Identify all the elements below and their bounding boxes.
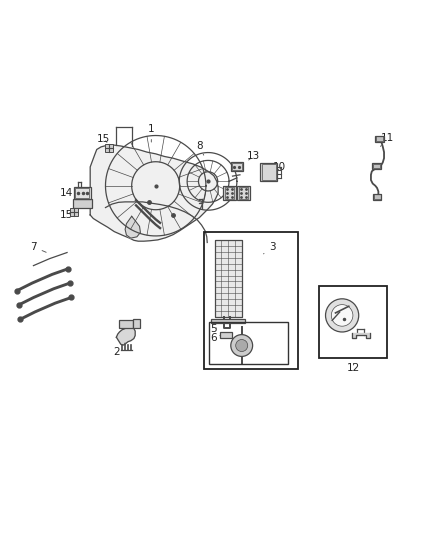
Bar (374, 195, 381, 199)
Bar (211, 319, 245, 323)
Text: 14: 14 (60, 188, 77, 198)
Text: 10: 10 (273, 162, 286, 172)
Text: 15: 15 (60, 210, 73, 220)
Bar (133, 319, 141, 328)
Text: 9: 9 (239, 192, 251, 203)
Bar (204, 231, 297, 369)
Bar (232, 163, 242, 171)
Text: 11: 11 (381, 133, 394, 147)
Bar (237, 186, 250, 200)
Bar (223, 186, 236, 200)
Bar (215, 240, 242, 317)
Bar (262, 164, 276, 180)
Text: 15: 15 (97, 134, 110, 144)
Circle shape (236, 340, 248, 352)
Bar (225, 188, 234, 199)
Polygon shape (125, 216, 141, 238)
Text: 5: 5 (210, 325, 217, 334)
Text: 2: 2 (113, 343, 125, 357)
Bar (373, 193, 381, 200)
Text: 1: 1 (148, 124, 155, 142)
Text: 12: 12 (347, 363, 360, 373)
Text: 6: 6 (210, 333, 220, 343)
Bar (209, 322, 288, 364)
Circle shape (325, 299, 359, 332)
Bar (220, 333, 232, 338)
Bar (239, 188, 248, 199)
Bar (372, 163, 381, 169)
Circle shape (231, 335, 253, 357)
Text: 4: 4 (216, 310, 224, 320)
Bar (319, 286, 387, 358)
Polygon shape (117, 328, 135, 345)
Text: 8: 8 (196, 141, 204, 155)
Bar (373, 164, 380, 168)
Bar (73, 199, 92, 208)
Bar (74, 187, 91, 199)
Bar (120, 320, 133, 328)
Polygon shape (352, 333, 370, 338)
Polygon shape (90, 145, 218, 241)
Bar (375, 135, 384, 142)
Circle shape (331, 305, 353, 326)
Bar (231, 161, 243, 171)
Bar (261, 163, 277, 181)
Bar (75, 188, 89, 198)
Text: 7: 7 (30, 242, 46, 252)
Text: 3: 3 (264, 242, 276, 254)
Text: 13: 13 (247, 151, 260, 161)
Bar (376, 136, 383, 141)
